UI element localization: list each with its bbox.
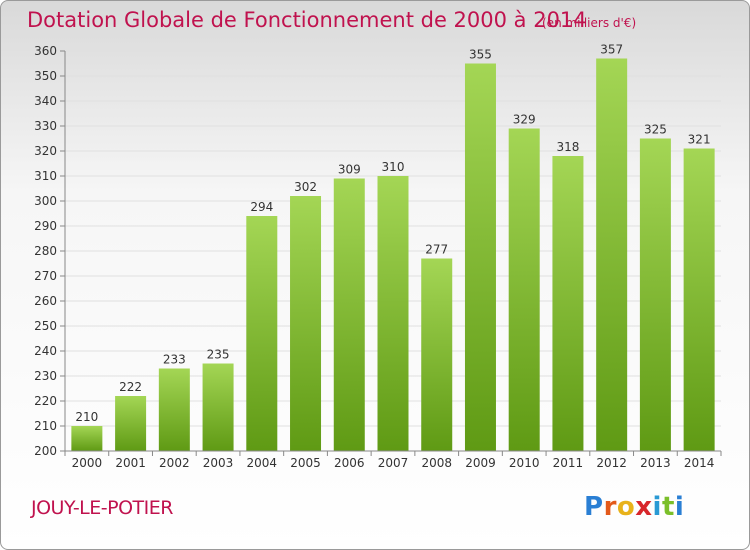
bar-value-label: 210	[75, 410, 98, 424]
x-tick-label: 2013	[640, 456, 671, 470]
y-tick-label: 350	[34, 69, 57, 83]
bar-value-label: 302	[294, 180, 317, 194]
bar	[596, 58, 628, 451]
bar	[377, 176, 409, 451]
bar-value-label: 222	[119, 380, 142, 394]
x-tick-label: 2001	[115, 456, 146, 470]
y-tick-label: 300	[34, 194, 57, 208]
bar	[333, 178, 365, 451]
logo-letter: t	[661, 492, 675, 522]
commune-name: JOUY-LE-POTIER	[31, 497, 173, 519]
x-tick-label: 2002	[159, 456, 190, 470]
bar	[639, 138, 671, 451]
logo-letter: x	[635, 492, 653, 522]
bar	[464, 63, 496, 451]
bar-value-label: 325	[644, 123, 667, 137]
y-tick-label: 230	[34, 369, 57, 383]
y-tick-label: 210	[34, 419, 57, 433]
y-tick-label: 330	[34, 119, 57, 133]
bar-value-label: 310	[382, 160, 405, 174]
logo-letter: i	[652, 492, 662, 522]
bar-value-label: 329	[513, 113, 536, 127]
logo-letter: P	[584, 492, 604, 522]
chart-unit-note: (en milliers d'€)	[542, 16, 637, 30]
x-tick-label: 2007	[378, 456, 409, 470]
x-tick-label: 2010	[509, 456, 540, 470]
y-tick-label: 200	[34, 444, 57, 458]
y-tick-label: 310	[34, 169, 57, 183]
logo-letter: i	[674, 492, 685, 522]
bar	[290, 196, 322, 451]
bar-value-label: 321	[688, 133, 711, 147]
bar	[421, 258, 453, 451]
x-tick-label: 2006	[334, 456, 365, 470]
x-tick-label: 2000	[72, 456, 103, 470]
bar-value-label: 277	[425, 243, 448, 257]
y-tick-label: 260	[34, 294, 57, 308]
y-tick-label: 240	[34, 344, 57, 358]
bar-value-label: 294	[250, 200, 273, 214]
bar	[246, 216, 278, 451]
bar	[115, 396, 147, 451]
bar	[158, 368, 190, 451]
bar-value-label: 309	[338, 163, 361, 177]
bar-value-label: 357	[600, 43, 623, 57]
bars: 210 222 233 235 294 302 309 310 277 355 329 318 357 3…	[71, 43, 715, 451]
bar-value-label: 233	[163, 353, 186, 367]
y-tick-label: 320	[34, 144, 57, 158]
bar	[552, 156, 584, 451]
bar	[71, 426, 103, 451]
x-tick-label: 2012	[596, 456, 627, 470]
logo-letter: r	[603, 492, 617, 522]
y-tick-label: 340	[34, 94, 57, 108]
bar	[508, 128, 540, 451]
y-tick-label: 280	[34, 244, 57, 258]
bar-value-label: 355	[469, 48, 492, 62]
logo-letter: o	[616, 492, 636, 522]
proxiti-logo: Proxiti	[584, 492, 684, 522]
x-tick-label: 2008	[421, 456, 452, 470]
x-tick-label: 2014	[684, 456, 715, 470]
x-tick-label: 2005	[290, 456, 321, 470]
axes: 200 210 220 230 240 250 260 270 280 290 300 310 320 3…	[34, 44, 722, 470]
x-tick-label: 2004	[247, 456, 278, 470]
bar-value-label: 235	[207, 348, 230, 362]
y-tick-label: 290	[34, 219, 57, 233]
x-tick-label: 2009	[465, 456, 496, 470]
y-tick-label: 270	[34, 269, 57, 283]
chart-title: Dotation Globale de Fonctionnement de 20…	[27, 8, 587, 32]
x-tick-label: 2011	[553, 456, 584, 470]
bar	[683, 148, 715, 451]
bar	[202, 363, 234, 451]
x-tick-label: 2003	[203, 456, 234, 470]
bar-value-label: 318	[556, 140, 579, 154]
y-tick-label: 220	[34, 394, 57, 408]
y-tick-label: 360	[34, 44, 57, 58]
y-tick-label: 250	[34, 319, 57, 333]
